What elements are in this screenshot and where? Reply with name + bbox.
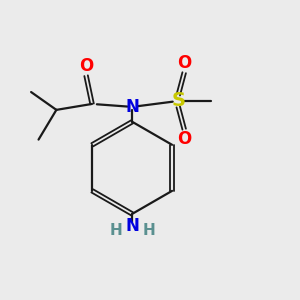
- Text: H: H: [110, 223, 122, 238]
- Text: O: O: [177, 130, 191, 148]
- Text: N: N: [125, 217, 139, 235]
- Text: O: O: [177, 54, 191, 72]
- Text: N: N: [125, 98, 139, 116]
- Text: H: H: [142, 223, 155, 238]
- Text: S: S: [171, 92, 185, 110]
- Text: O: O: [79, 57, 93, 75]
